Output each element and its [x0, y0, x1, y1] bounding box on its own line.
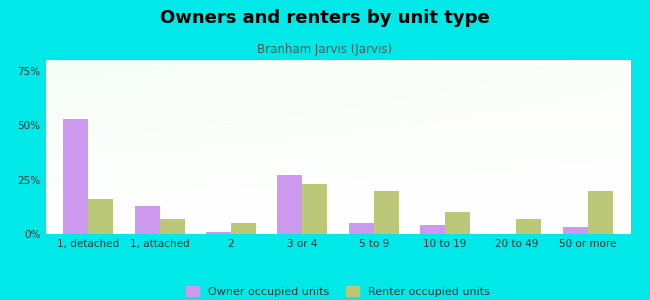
Text: Branham Jarvis (Jarvis): Branham Jarvis (Jarvis)	[257, 44, 393, 56]
Bar	[348, 223, 374, 234]
Bar	[88, 199, 113, 234]
Bar	[206, 232, 231, 234]
Bar	[135, 206, 160, 234]
Bar	[302, 184, 328, 234]
Bar	[563, 227, 588, 234]
Bar	[63, 119, 88, 234]
Bar	[588, 190, 613, 234]
Bar	[445, 212, 470, 234]
Bar	[160, 219, 185, 234]
Bar	[278, 175, 302, 234]
Text: Owners and renters by unit type: Owners and renters by unit type	[160, 9, 490, 27]
Bar	[231, 223, 256, 234]
Legend: Owner occupied units, Renter occupied units: Owner occupied units, Renter occupied un…	[181, 282, 495, 300]
Bar	[420, 225, 445, 234]
Bar	[516, 219, 541, 234]
Bar	[374, 190, 398, 234]
